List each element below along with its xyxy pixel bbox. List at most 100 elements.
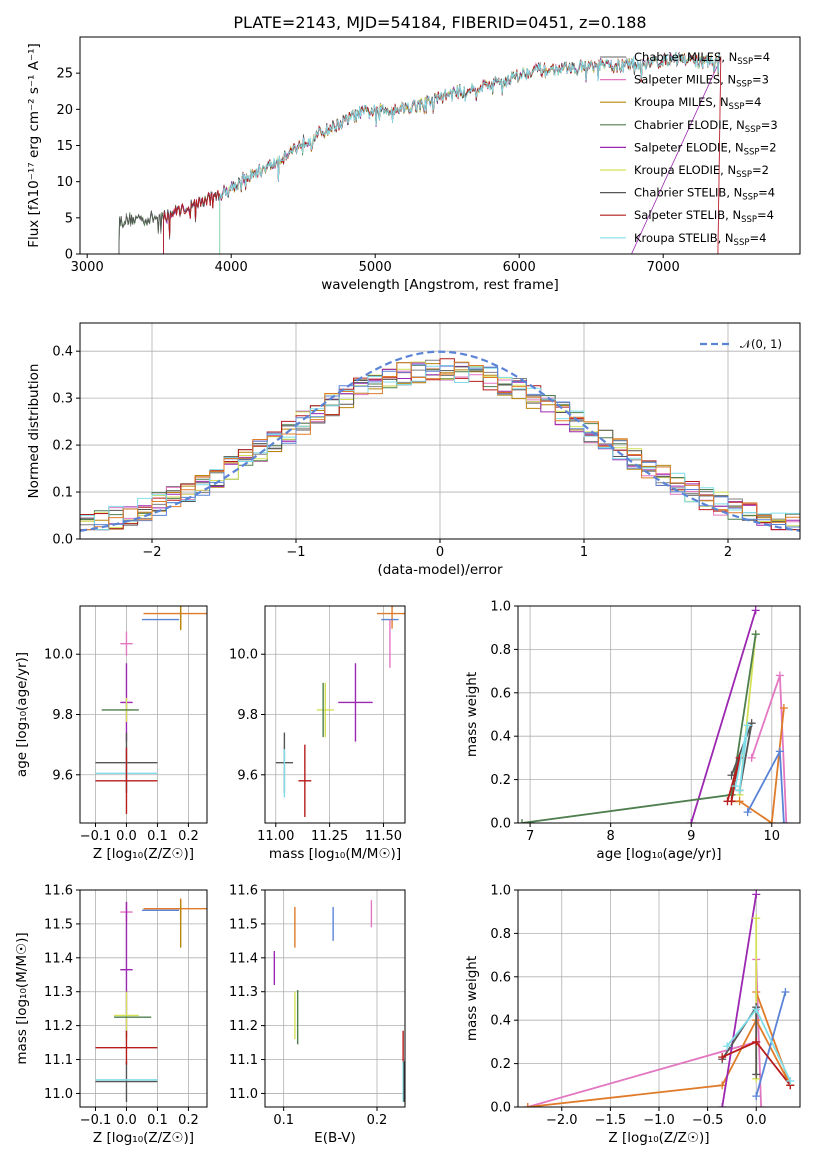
x-tick-label: 11.50 [365, 829, 402, 844]
x-tick-label: −0.5 [692, 1113, 724, 1128]
weight-point-marker [751, 606, 760, 615]
x-axis-label: (data-model)/error [377, 562, 503, 578]
legend-entry: Kroupa STELIB, NSSP=4 [634, 231, 766, 248]
weight-point-marker [781, 987, 790, 996]
weight-point-marker [752, 1005, 761, 1014]
x-axis-label: Z [log₁₀(Z/Z☉)] [608, 1130, 709, 1146]
x-tick-label: 8 [607, 829, 615, 844]
errorbar-point [95, 1061, 158, 1102]
y-tick-label: 0.4 [490, 730, 511, 745]
y-axis-label: mass weight [464, 956, 480, 1041]
x-tick-label: 0 [436, 545, 444, 560]
weight-point-marker [752, 1070, 761, 1079]
x-tick-label: 0.0 [116, 829, 137, 844]
mass_vs_Z-panel: −0.1 0.0 0.1 0.2 11.0 11.1 11.2 11.3 11.4 11.5 11.… [14, 884, 208, 1146]
y-axis-label: mass [log₁₀(M/M☉)] [14, 932, 30, 1064]
x-tick-label: 3000 [71, 260, 104, 275]
y-tick-label: 20 [56, 103, 73, 118]
spectrum-legend: Chabrier MILES, NSSP=4 Salpeter MILES, NS… [600, 50, 778, 248]
weight-series-line [731, 707, 785, 823]
y-tick-label: 9.8 [237, 708, 258, 723]
spectrum-frame [79, 36, 801, 255]
y-axis-label: mass weight [464, 672, 480, 757]
y-tick-label: 9.6 [237, 768, 258, 783]
weight-point-marker [775, 671, 784, 680]
y-tick-label: 11.6 [229, 884, 258, 899]
weight-point-marker [735, 786, 744, 795]
weight-point-marker [779, 703, 788, 712]
x-tick-label: −1.5 [595, 1113, 627, 1128]
weight-series-line [721, 894, 758, 1107]
weight-point-marker [786, 1076, 795, 1085]
y-axis-label: age [log₁₀(age/yr)] [14, 652, 30, 777]
mass_vs_EBV-frame [264, 889, 406, 1108]
x-tick-label: 0.2 [367, 1113, 388, 1128]
y-tick-label: 10.0 [44, 648, 73, 663]
y-tick-label: 10 [56, 175, 73, 190]
weight-point-marker [518, 819, 527, 823]
mass_vs_EBV-plot-area [265, 890, 405, 1107]
x-tick-label: 11.00 [257, 829, 294, 844]
y-tick-label: 0.6 [490, 970, 511, 985]
weight-point-marker [687, 819, 696, 823]
errorbar-point [316, 682, 334, 738]
residual-histogram [80, 361, 800, 531]
x-tick-label: 0.1 [147, 829, 168, 844]
weight_vs_age-panel: 7 8 9 10 0.0 0.2 0.4 0.6 0.8 1.0 age [log₁₀(age/yr… [464, 600, 801, 862]
x-axis-label: wavelength [Angstrom, rest frame] [321, 277, 559, 293]
y-tick-label: 11.0 [44, 1087, 73, 1102]
y-tick-label: 0.2 [52, 439, 73, 454]
x-tick-label: −0.1 [80, 1113, 112, 1128]
y-tick-label: 0.2 [490, 1057, 511, 1072]
x-axis-label: Z [log₁₀(Z/Z☉)] [93, 846, 194, 862]
x-axis-label: Z [log₁₀(Z/Z☉)] [93, 1130, 194, 1146]
weight_vs_age-frame [517, 605, 801, 824]
legend-entry: Salpeter ELODIE, NSSP=2 [634, 140, 777, 157]
weight-point-marker [782, 819, 791, 823]
spectrum-panel: 3000 4000 5000 6000 7000 0 5 10 15 20 25 wavelength… [26, 13, 801, 293]
errorbar-point [95, 1030, 158, 1065]
y-tick-label: 0.3 [52, 392, 73, 407]
weight-point-marker [718, 1053, 727, 1062]
weight-point-marker [775, 747, 784, 756]
x-tick-label: 0.2 [178, 829, 199, 844]
residuals-frame [79, 322, 801, 540]
weight-point-marker [743, 808, 752, 817]
y-tick-label: 0.8 [490, 927, 511, 942]
weight-point-marker [743, 721, 752, 730]
age_vs_mass-frame [264, 605, 406, 824]
y-tick-label: 11.3 [229, 985, 258, 1000]
weight-series-line [755, 991, 787, 1097]
x-tick-label: 9 [687, 829, 695, 844]
x-axis-label: E(B-V) [314, 1130, 356, 1146]
residuals-plot-area [80, 323, 800, 539]
y-tick-label: 10.0 [229, 648, 258, 663]
weight-point-marker [752, 1037, 761, 1046]
y-tick-label: 0.4 [490, 1014, 511, 1029]
legend-entry: Chabrier MILES, NSSP=4 [634, 50, 770, 67]
y-tick-label: 11.3 [44, 985, 73, 1000]
x-tick-label: 0.0 [746, 1113, 767, 1128]
age_vs_Z-frame [79, 605, 208, 824]
x-tick-label: 7 [526, 829, 534, 844]
x-tick-label: 0.0 [116, 1113, 137, 1128]
x-axis-label: age [log₁₀(age/yr)] [596, 846, 721, 862]
y-tick-label: 11.6 [44, 884, 73, 899]
y-tick-label: 11.0 [229, 1087, 258, 1102]
age_vs_mass-plot-area [265, 606, 405, 823]
y-tick-label: 11.5 [229, 917, 258, 932]
spectrum-series-line [118, 51, 721, 254]
y-tick-label: 11.2 [229, 1019, 258, 1034]
y-tick-label: 11.1 [44, 1053, 73, 1068]
y-tick-label: 0.6 [490, 686, 511, 701]
x-tick-label: 10 [764, 829, 781, 844]
weight-point-marker [747, 719, 756, 728]
legend-entry: Chabrier ELODIE, NSSP=3 [634, 118, 778, 135]
weight-point-marker [735, 753, 744, 762]
y-tick-label: 11.5 [44, 917, 73, 932]
errorbar-point [338, 663, 373, 742]
errorbar-point [377, 606, 405, 629]
y-tick-label: 5 [65, 211, 73, 226]
y-tick-label: 0.8 [490, 643, 511, 658]
y-tick-label: 11.4 [44, 951, 73, 966]
